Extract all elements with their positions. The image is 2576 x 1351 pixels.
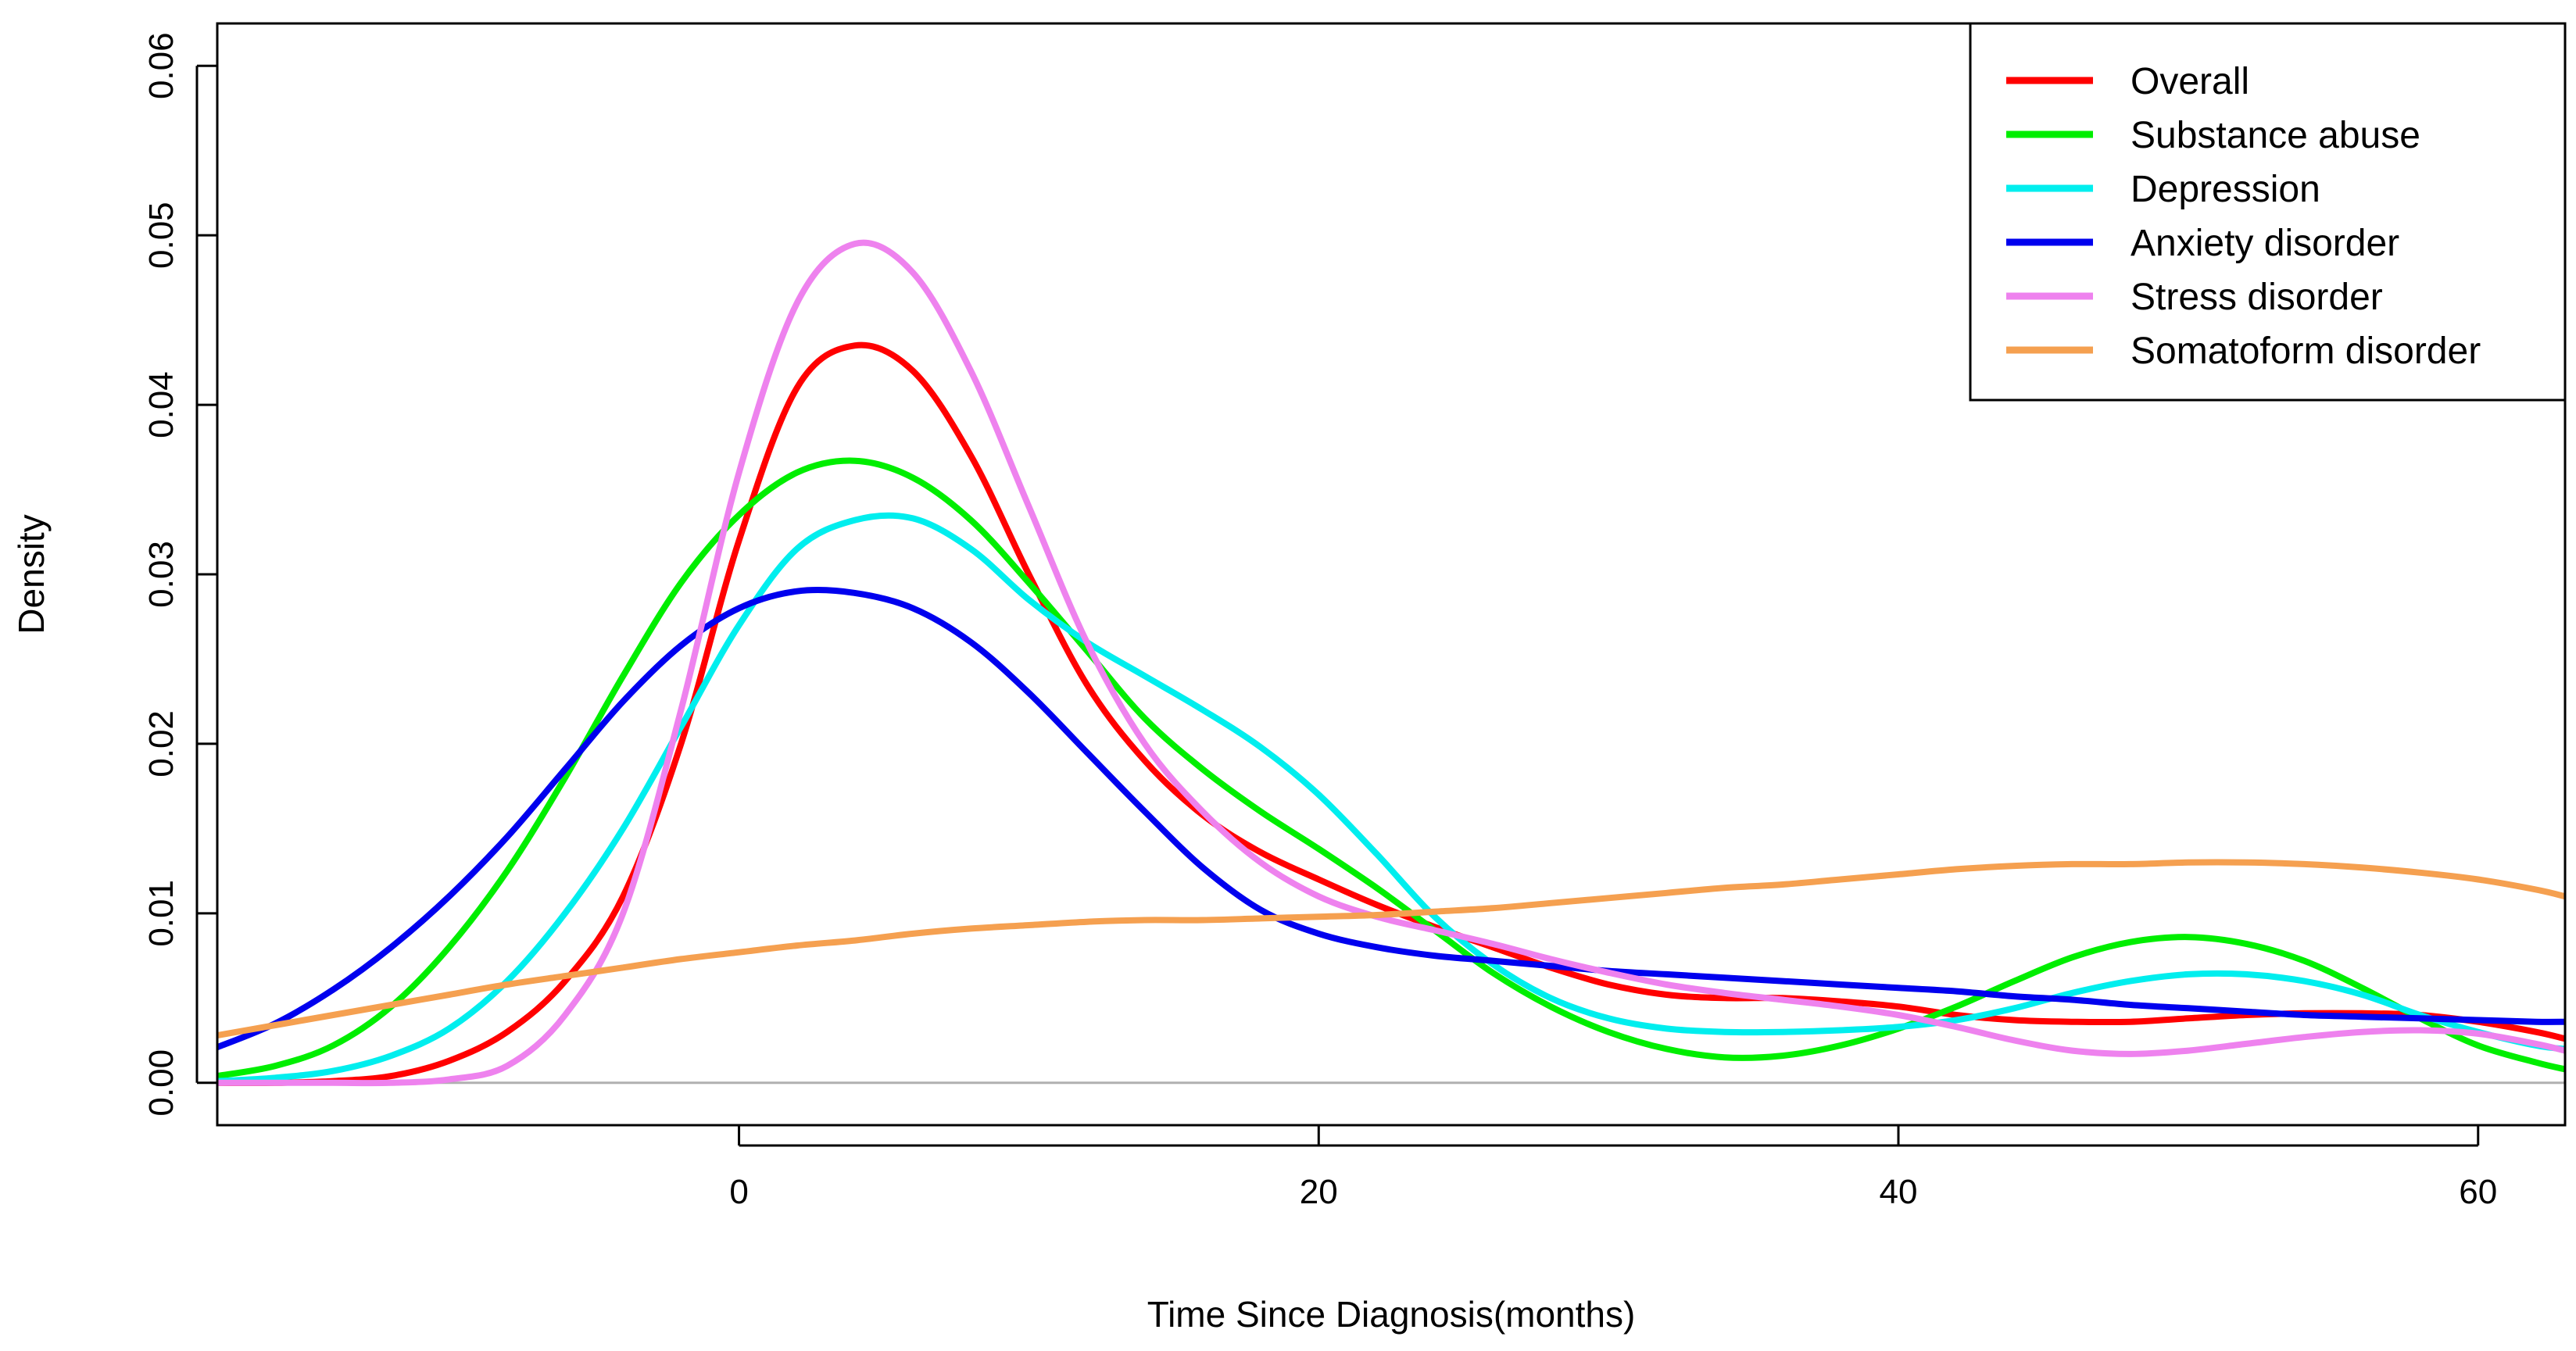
series-line-somatoform-disorder (217, 859, 2565, 1038)
legend-box (1969, 22, 2567, 402)
x-axis-title: Time Since Diagnosis(months) (1147, 1294, 1636, 1335)
series-line-depression (217, 512, 2565, 1085)
x-axis: 0 20 40 60 (729, 1125, 2497, 1211)
y-tick-label: 0.00 (142, 1049, 181, 1117)
y-tick-label: 0.05 (142, 202, 181, 269)
series-line-anxiety-disorder (217, 586, 2565, 1051)
y-tick-label: 0.04 (142, 371, 181, 438)
y-axis: 0.00 0.01 0.02 0.03 0.04 0.05 0.06 (142, 32, 217, 1117)
series-line-stress-disorder (217, 239, 2565, 1087)
legend-label: Anxiety disorder (2131, 223, 2399, 264)
x-tick-label: 60 (2459, 1173, 2497, 1211)
y-tick-label: 0.01 (142, 880, 181, 947)
legend-label: Stress disorder (2131, 277, 2383, 318)
y-axis-title: Density (11, 514, 52, 634)
legend-label: Somatoform disorder (2131, 331, 2481, 372)
legend: Overall Substance abuse Depression Anxiety … (1969, 22, 2567, 402)
legend-label: Substance abuse (2131, 115, 2420, 156)
legend-label: Overall (2131, 61, 2249, 102)
series-layer (217, 239, 2565, 1087)
legend-label: Depression (2131, 169, 2320, 210)
x-tick-label: 20 (1300, 1173, 1338, 1211)
y-tick-label: 0.02 (142, 710, 181, 777)
y-tick-label: 0.06 (142, 32, 181, 99)
x-tick-label: 40 (1880, 1173, 1918, 1211)
series-line-overall (217, 341, 2565, 1086)
x-tick-label: 0 (729, 1173, 748, 1211)
y-tick-label: 0.03 (142, 541, 181, 608)
